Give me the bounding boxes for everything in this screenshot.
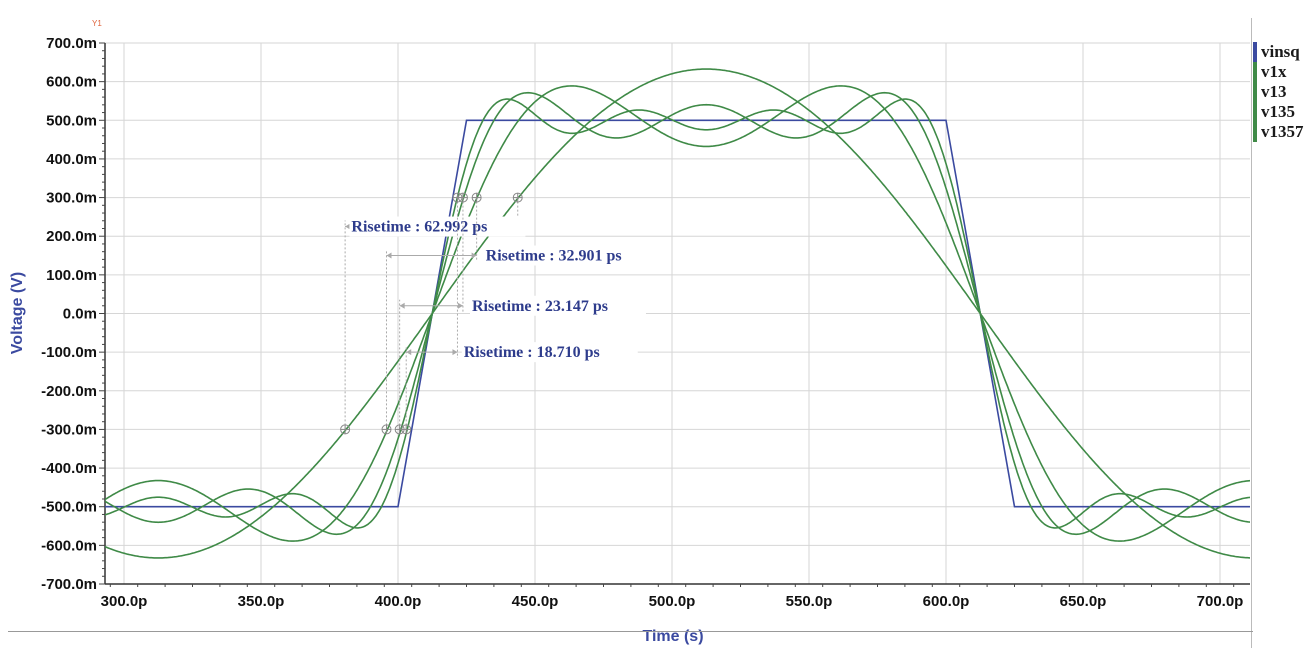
svg-text:400.0p: 400.0p: [375, 593, 422, 610]
svg-text:-700.0m: -700.0m: [41, 576, 97, 593]
legend-swatch: [1253, 62, 1257, 82]
legend-swatch: [1253, 122, 1257, 142]
svg-text:600.0m: 600.0m: [46, 74, 97, 91]
svg-text:Time (s): Time (s): [642, 628, 703, 645]
legend-swatch: [1253, 102, 1257, 122]
svg-text:-400.0m: -400.0m: [41, 460, 97, 477]
legend-swatch: [1253, 42, 1257, 62]
legend: vinsq v1x v13 v135 v1357: [1253, 42, 1304, 142]
svg-text:400.0m: 400.0m: [46, 151, 97, 168]
svg-text:450.0p: 450.0p: [512, 593, 559, 610]
svg-text:100.0m: 100.0m: [46, 267, 97, 284]
risetime-annotation: Risetime : 62.992 ps: [351, 219, 487, 236]
svg-text:0.0m: 0.0m: [63, 306, 97, 323]
legend-item-vinsq[interactable]: vinsq: [1253, 42, 1304, 62]
risetime-annotation: Risetime : 23.147 ps: [472, 298, 608, 315]
svg-text:200.0m: 200.0m: [46, 228, 97, 245]
svg-text:350.0p: 350.0p: [238, 593, 285, 610]
svg-text:500.0m: 500.0m: [46, 112, 97, 129]
svg-text:650.0p: 650.0p: [1060, 593, 1107, 610]
series-v1357: [105, 98, 1250, 529]
svg-text:500.0p: 500.0p: [649, 593, 696, 610]
svg-text:-600.0m: -600.0m: [41, 537, 97, 554]
series-v135: [105, 91, 1250, 536]
risetime-annotation: Risetime : 18.710 ps: [464, 344, 600, 361]
svg-text:Voltage (V): Voltage (V): [9, 272, 26, 354]
svg-text:-100.0m: -100.0m: [41, 344, 97, 361]
legend-divider: [1251, 18, 1252, 648]
svg-text:700.0m: 700.0m: [46, 35, 97, 52]
y-axis-tag: Y1: [92, 19, 102, 28]
svg-text:-500.0m: -500.0m: [41, 499, 97, 516]
svg-text:550.0p: 550.0p: [786, 593, 833, 610]
legend-item-v135[interactable]: v135: [1253, 102, 1304, 122]
legend-swatch: [1253, 82, 1257, 102]
legend-item-v1x[interactable]: v1x: [1253, 62, 1304, 82]
legend-item-v13[interactable]: v13: [1253, 82, 1304, 102]
svg-text:300.0m: 300.0m: [46, 190, 97, 207]
bottom-divider: [8, 631, 1253, 632]
svg-text:600.0p: 600.0p: [923, 593, 970, 610]
series-v13: [105, 85, 1250, 542]
legend-item-v1357[interactable]: v1357: [1253, 122, 1304, 142]
risetime-annotation: Risetime : 32.901 ps: [486, 248, 622, 265]
svg-text:-200.0m: -200.0m: [41, 383, 97, 400]
series-v1x: [105, 68, 1250, 559]
svg-text:700.0p: 700.0p: [1197, 593, 1244, 610]
svg-text:-300.0m: -300.0m: [41, 421, 97, 438]
series-vinsq: [105, 119, 1250, 508]
svg-text:300.0p: 300.0p: [101, 593, 148, 610]
